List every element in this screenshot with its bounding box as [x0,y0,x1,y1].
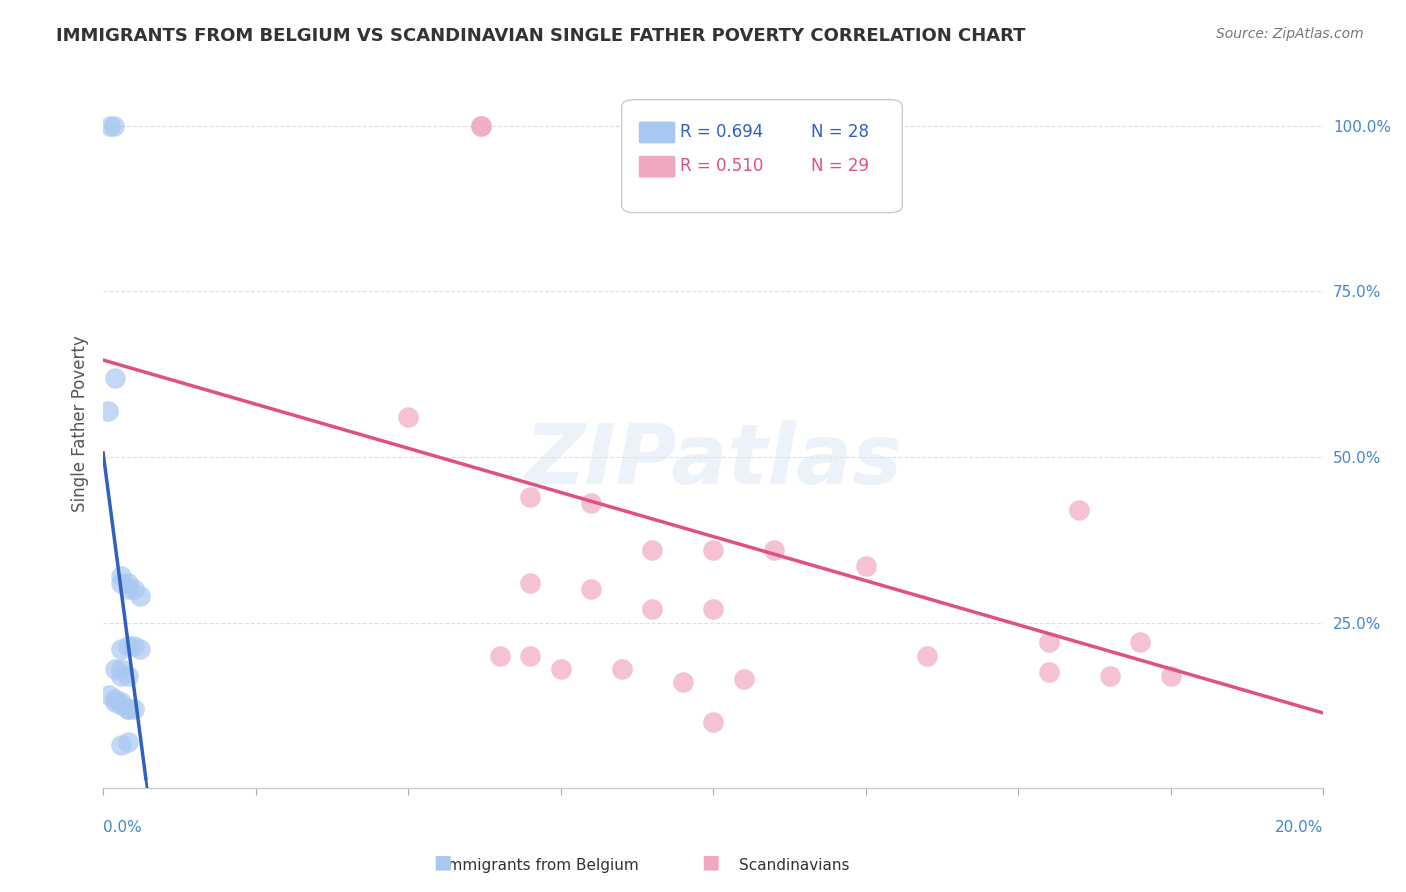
Text: R = 0.510: R = 0.510 [681,157,763,175]
Point [117,702,139,716]
Point [702,602,724,616]
FancyBboxPatch shape [638,121,675,144]
Text: ■: ■ [433,852,453,871]
Point [97,403,120,417]
Point [763,542,786,557]
Point [610,662,633,676]
Point [470,119,492,133]
Point [641,542,664,557]
Text: N = 28: N = 28 [811,123,869,141]
Point [117,668,139,682]
Point [470,119,492,133]
Point [672,675,695,690]
Point [1160,668,1182,682]
Text: N = 29: N = 29 [811,157,869,175]
Text: Source: ZipAtlas.com: Source: ZipAtlas.com [1216,27,1364,41]
Point [98,689,121,703]
Point [117,702,139,716]
Point [122,702,145,716]
Point [117,735,139,749]
Point [117,639,139,653]
Text: IMMIGRANTS FROM BELGIUM VS SCANDINAVIAN SINGLE FATHER POVERTY CORRELATION CHART: IMMIGRANTS FROM BELGIUM VS SCANDINAVIAN … [56,27,1026,45]
Text: Immigrants from Belgium: Immigrants from Belgium [443,858,640,872]
Text: ■: ■ [700,852,720,871]
Point [122,582,145,597]
Point [110,695,132,709]
Point [110,738,132,752]
FancyBboxPatch shape [621,100,903,212]
Point [117,575,139,590]
Point [104,370,127,384]
Point [128,642,150,657]
Point [702,119,724,133]
Point [110,662,132,676]
Point [702,119,724,133]
Point [641,602,664,616]
Point [104,695,127,709]
Point [1098,668,1121,682]
Point [104,691,127,706]
Point [519,575,541,590]
Point [702,542,724,557]
FancyBboxPatch shape [638,156,675,178]
Point [110,575,132,590]
Point [550,662,572,676]
Point [100,119,122,133]
Y-axis label: Single Father Poverty: Single Father Poverty [72,335,89,512]
Point [110,698,132,713]
Point [128,589,150,603]
Point [1038,665,1060,680]
Point [915,648,938,663]
Point [1129,635,1152,649]
Point [579,582,602,597]
Point [117,582,139,597]
Point [855,559,877,574]
Point [110,642,132,657]
Point [579,496,602,510]
Text: 0.0%: 0.0% [103,820,142,835]
Point [110,569,132,583]
Point [519,490,541,504]
Point [122,639,145,653]
Point [1069,503,1091,517]
Text: Scandinavians: Scandinavians [740,858,849,872]
Point [103,119,125,133]
Point [733,672,755,686]
Point [702,714,724,729]
Point [488,648,510,663]
Point [519,648,541,663]
Point [104,662,127,676]
Text: 20.0%: 20.0% [1275,820,1323,835]
Point [110,668,132,682]
Point [396,410,419,425]
Text: ZIPatlas: ZIPatlas [524,420,903,500]
Text: R = 0.694: R = 0.694 [681,123,763,141]
Point [1038,635,1060,649]
